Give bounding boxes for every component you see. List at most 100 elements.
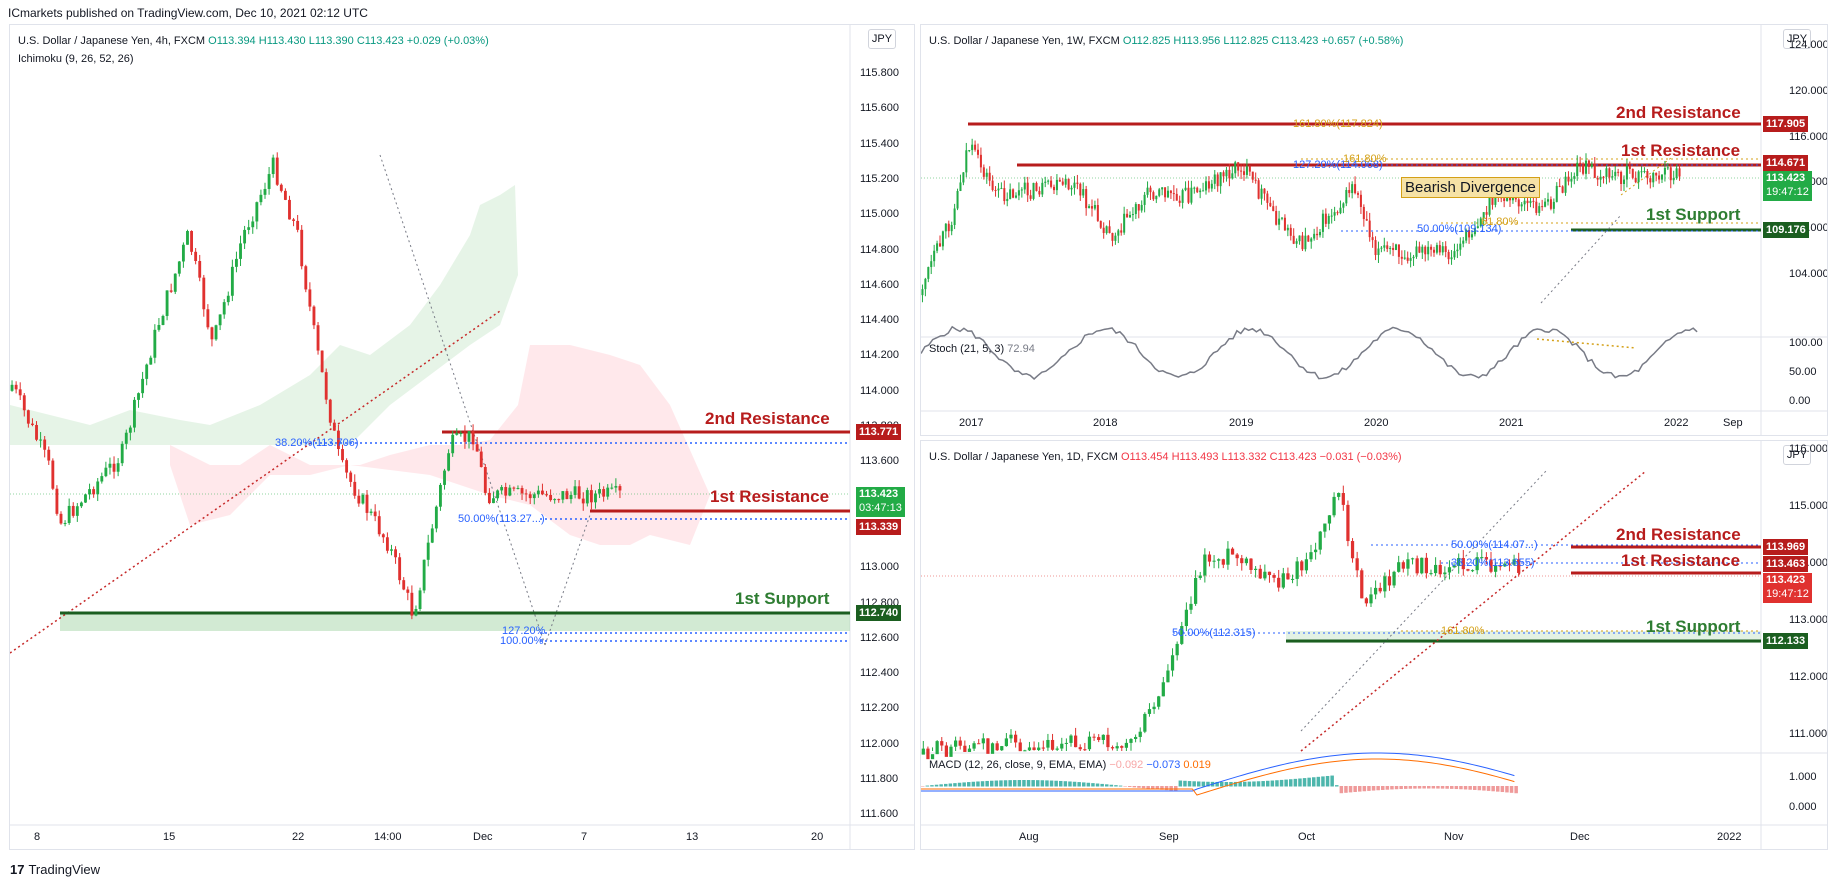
candle-body [1041, 182, 1044, 195]
candle-body [1397, 562, 1401, 572]
symbol-title: U.S. Dollar / Japanese Yen, 1W, FXCM [929, 35, 1120, 47]
candle-body [14, 384, 18, 390]
fib-label: 50.00%(112.315) [1172, 627, 1256, 639]
candle-body [1069, 735, 1073, 743]
candle-body [1283, 217, 1286, 231]
candle-body [573, 486, 577, 495]
candle-body [1371, 237, 1374, 241]
chart-canvas-1w[interactable] [921, 25, 1828, 436]
currency-button[interactable]: JPY [1783, 445, 1811, 465]
macd-signal-line [921, 758, 1515, 796]
candle-body [283, 190, 287, 200]
candle-body [1313, 233, 1316, 239]
candle-body [1017, 190, 1020, 196]
candle-body [1235, 554, 1239, 559]
price-tag-res1: 113.339 [856, 519, 902, 535]
candle-body [1462, 240, 1465, 244]
candle-body [963, 745, 967, 752]
indicator-ichimoku-label[interactable]: Ichimoku (9, 26, 52, 26) [18, 53, 134, 65]
macd-bar [1141, 786, 1146, 789]
macd-bar [1358, 786, 1362, 792]
macd-bar [1197, 781, 1201, 787]
header-4h: U.S. Dollar / Japanese Yen, 4h, FXCM O11… [18, 35, 489, 47]
candle-body [585, 490, 589, 504]
price-tick: 112.000 [860, 737, 899, 750]
candle-body [1131, 214, 1134, 216]
currency-button[interactable]: JPY [1783, 29, 1811, 49]
macd-bar [1049, 780, 1054, 787]
candle-body [1166, 670, 1170, 683]
candle-body [1307, 235, 1310, 242]
currency-button[interactable]: JPY [868, 29, 896, 49]
ohlc-high: H113.430 [258, 35, 306, 47]
candle-body [1280, 217, 1284, 219]
time-tick: 2020 [1364, 417, 1389, 429]
candle-body [1023, 750, 1027, 752]
macd-bar [1137, 786, 1141, 788]
candle-body [1544, 201, 1547, 207]
macd-bar [1514, 786, 1518, 794]
candle-body [1475, 557, 1479, 571]
candle-body [962, 172, 965, 183]
stoch-legend[interactable]: Stoch (21, 5, 3) 72.94 [929, 343, 1035, 355]
macd-legend[interactable]: MACD (12, 26, close, 9, EMA, EMA) −0.092… [929, 759, 1211, 771]
candle-body [1409, 258, 1412, 261]
candle-body [312, 306, 316, 326]
candle-body [1488, 197, 1491, 215]
chart-panel-1w[interactable]: U.S. Dollar / Japanese Yen, 1W, FXCM O11… [920, 24, 1828, 436]
fib-label: 100.00% [500, 635, 544, 647]
candle-body [202, 277, 206, 310]
candle-body [459, 433, 463, 435]
candle-body [1649, 178, 1652, 183]
candle-body [1412, 256, 1415, 259]
macd-bar [1376, 786, 1380, 791]
time-tick: 13 [686, 831, 699, 843]
macd-bar [1362, 786, 1367, 792]
candle-body [1479, 218, 1482, 227]
chart-panel-1d[interactable]: U.S. Dollar / Japanese Yen, 1D, FXCM O11… [920, 440, 1828, 850]
candle-body [1129, 739, 1133, 743]
candle-body [1196, 187, 1199, 193]
candle-body [1658, 175, 1661, 180]
macd-bar [1275, 780, 1279, 787]
candle-body [1380, 247, 1383, 249]
candle-body [1323, 523, 1327, 532]
macd-bar [948, 783, 953, 787]
candle-body [594, 493, 597, 503]
candle-body [316, 325, 320, 351]
candle-body [1608, 168, 1611, 178]
chart-canvas-1d[interactable] [921, 441, 1828, 850]
candle-body [1401, 562, 1405, 569]
candle-body [385, 537, 389, 551]
macd-bar [1146, 786, 1150, 789]
candle-body [304, 266, 308, 290]
candle-body [324, 372, 328, 400]
candle-body [1249, 558, 1253, 570]
ohlc-low: L113.390 [308, 35, 354, 47]
candle-body [157, 324, 161, 330]
price-tick: 114.800 [860, 243, 899, 256]
candle-body [1429, 573, 1433, 575]
candle-body [1459, 243, 1462, 250]
candle-body [1456, 249, 1459, 252]
macd-bar [967, 782, 971, 787]
chart-canvas-4h[interactable] [10, 25, 915, 850]
candle-body [1567, 176, 1570, 182]
macd-bar [1335, 785, 1339, 787]
time-tick: Aug [1019, 831, 1039, 843]
trendline-1d[interactable] [1300, 470, 1647, 752]
tradingview-logo[interactable]: 17 TradingView [10, 862, 100, 877]
candle-body [1452, 565, 1456, 568]
candle-body [133, 399, 136, 428]
macd-bar [985, 780, 989, 787]
candle-body [935, 741, 939, 755]
candle-body [1269, 202, 1272, 207]
candle-body [541, 490, 544, 495]
macd-bar [1482, 786, 1486, 791]
candle-body [1295, 241, 1298, 244]
ichimoku-cloud-bullish [10, 185, 518, 445]
chart-panel-4h[interactable]: U.S. Dollar / Japanese Yen, 4h, FXCM O11… [9, 24, 915, 850]
candle-body [979, 154, 982, 168]
price-tick: 116.000 [1789, 443, 1828, 455]
current-price: 113.423 [859, 488, 899, 500]
